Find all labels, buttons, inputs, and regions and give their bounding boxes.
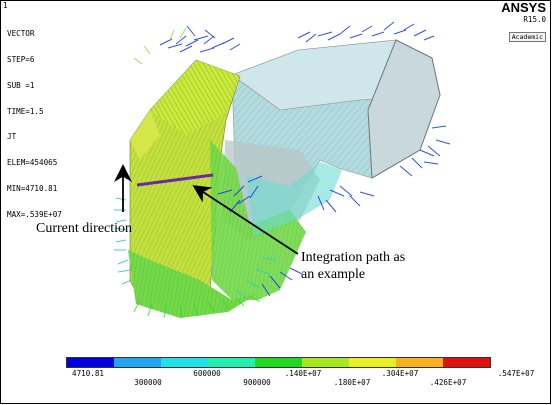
legend-label-lower-1: 300000 — [134, 378, 161, 387]
legend-swatch-3 — [161, 358, 208, 367]
legend-swatch-2 — [114, 358, 161, 367]
legend-label-upper-2: 600000 — [193, 369, 220, 378]
legend-label-lower-3: .180E+07 — [334, 378, 371, 387]
legend-label-upper-5: .547E+07 — [498, 369, 535, 378]
legend-label-upper-3: .140E+07 — [285, 369, 322, 378]
legend-label-upper-4: .304E+07 — [382, 369, 419, 378]
legend-swatch-8 — [396, 358, 443, 367]
legend-swatch-7 — [349, 358, 396, 367]
legend-swatch-1 — [67, 358, 114, 367]
legend-label-lower-4: .426E+07 — [430, 378, 467, 387]
legend-swatch-4 — [208, 358, 255, 367]
contour-legend-bar — [66, 357, 491, 368]
annotation-integration-path: Integration path as an example — [301, 249, 405, 283]
legend-swatch-6 — [302, 358, 349, 367]
annotation-current-direction: Current direction — [36, 220, 132, 237]
legend-swatch-9 — [443, 358, 490, 367]
legend-swatch-5 — [255, 358, 302, 367]
legend-label-lower-2: 900000 — [243, 378, 270, 387]
legend-label-upper-1: 4710.81 — [72, 369, 104, 378]
